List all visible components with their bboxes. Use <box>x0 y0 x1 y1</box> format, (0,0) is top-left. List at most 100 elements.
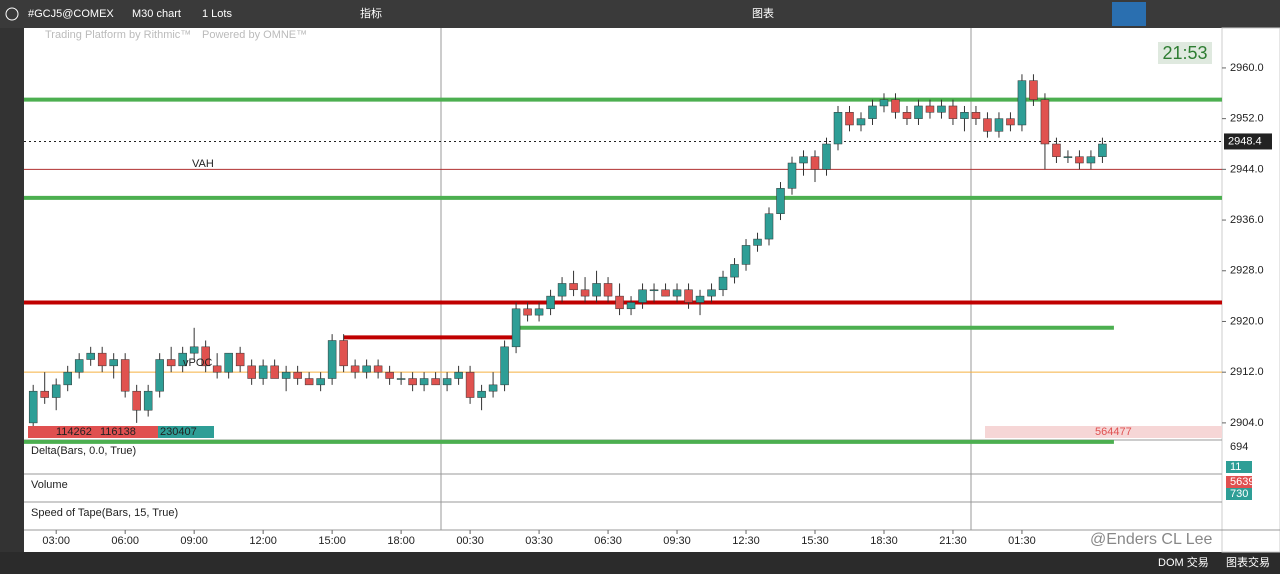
x-tick-label: 03:00 <box>42 535 70 547</box>
candle-body <box>948 105 958 119</box>
candle-body <box>166 359 176 367</box>
candle-body <box>304 378 314 386</box>
logo <box>5 7 19 21</box>
candle-body <box>638 289 647 303</box>
y-tick-label: 2936.0 <box>1230 214 1264 226</box>
candle-body <box>845 112 854 126</box>
stats-bg <box>28 426 158 438</box>
candle-body <box>753 238 762 246</box>
candle-body <box>396 378 406 380</box>
watermark: Powered by OMNE™ <box>202 29 307 41</box>
stat: 114262 <box>56 426 92 438</box>
stats-bg <box>985 426 1222 438</box>
candle-body <box>511 308 521 348</box>
candle-body <box>86 352 95 360</box>
candle-body <box>385 371 394 379</box>
candle-body <box>155 359 164 392</box>
annotation: VAH <box>192 158 214 170</box>
candle-body <box>189 346 199 354</box>
screenshot-button[interactable] <box>1112 2 1146 26</box>
toolbar <box>0 0 1280 28</box>
candle-body <box>465 371 475 398</box>
candle-body <box>684 289 693 303</box>
window-title: 图表 <box>752 6 774 20</box>
candle-body <box>270 365 279 379</box>
candle-body <box>51 384 61 398</box>
candle-body <box>454 371 463 379</box>
candle-body <box>1052 143 1061 157</box>
pane-reading: 11 <box>1230 461 1241 473</box>
x-tick-label: 09:30 <box>663 535 691 547</box>
candle-body <box>615 295 624 310</box>
candle-body <box>350 365 360 373</box>
x-tick-label: 15:30 <box>801 535 829 547</box>
price-axis <box>1221 27 1280 553</box>
y-tick-label: 2960.0 <box>1230 62 1264 74</box>
candle-body <box>833 112 843 145</box>
candle-body <box>316 378 325 386</box>
candle-body <box>40 390 49 398</box>
y-tick-label: 2952.0 <box>1230 113 1264 125</box>
candle-body <box>247 365 256 379</box>
candle-body <box>891 99 900 113</box>
candle-body <box>431 378 440 386</box>
symbol[interactable]: #GCJ5@COMEX <box>28 8 114 20</box>
candle-body <box>925 105 935 113</box>
x-tick-label: 09:00 <box>180 535 208 547</box>
candle-body <box>592 283 601 297</box>
pane-title: Delta(Bars, 0.0, True) <box>31 445 136 457</box>
pane-reading: 5639 <box>1230 476 1254 488</box>
candle-body <box>914 105 923 119</box>
candle-body <box>362 365 371 373</box>
candle-body <box>293 371 302 379</box>
y-tick-label: 2928.0 <box>1230 265 1264 277</box>
y-tick-label: 2912.0 <box>1230 366 1264 378</box>
candle-body <box>477 390 486 398</box>
candle-body <box>661 289 670 297</box>
pane-title: Speed of Tape(Bars, 15, True) <box>31 507 178 519</box>
last-price-label: 2948.4 <box>1228 135 1262 147</box>
candle-body <box>281 371 291 379</box>
indicators[interactable]: 指标 <box>360 6 382 20</box>
side-toolbar <box>0 28 24 552</box>
x-tick-label: 18:00 <box>387 535 415 547</box>
pane-reading: 694 <box>1230 441 1248 453</box>
candle-body <box>178 352 187 367</box>
candle-body <box>500 346 509 386</box>
candle-body <box>212 365 222 373</box>
candle-body <box>97 352 107 367</box>
stat: 230407 <box>160 426 197 438</box>
candle-body <box>971 112 981 119</box>
lots[interactable]: 1 Lots <box>202 8 232 20</box>
candle-body <box>983 118 992 132</box>
candle-body <box>28 390 38 424</box>
candle-body <box>776 188 785 214</box>
y-tick-label: 2904.0 <box>1230 417 1264 429</box>
candle-body <box>109 359 118 367</box>
chart-type[interactable]: M30 chart <box>132 8 181 20</box>
candle-body <box>960 112 969 119</box>
candle-body <box>1040 99 1050 145</box>
reading-box <box>1226 476 1252 488</box>
chart-trading-tab[interactable]: 图表交易 <box>1226 555 1270 569</box>
candle-body <box>339 340 348 367</box>
stat: 116138 <box>100 426 136 438</box>
candle-body <box>626 302 636 310</box>
annotation: vPOC <box>183 357 212 369</box>
candle-body <box>523 308 532 316</box>
candle-body <box>707 289 716 297</box>
candle-body <box>695 295 705 303</box>
reading-box <box>1226 461 1252 473</box>
dom-tab[interactable]: DOM 交易 <box>1158 555 1209 569</box>
candle-body <box>258 365 268 379</box>
candle-body <box>408 378 417 386</box>
candle-body <box>741 245 751 265</box>
x-tick-label: 21:30 <box>939 535 967 547</box>
x-tick-label: 00:30 <box>456 535 484 547</box>
candle-body <box>1086 156 1096 164</box>
candle-body <box>201 346 210 367</box>
stats-bg <box>158 426 214 438</box>
clock: 21:53 <box>1162 43 1207 63</box>
candle-body <box>868 105 877 119</box>
y-tick-label: 2920.0 <box>1230 315 1264 327</box>
